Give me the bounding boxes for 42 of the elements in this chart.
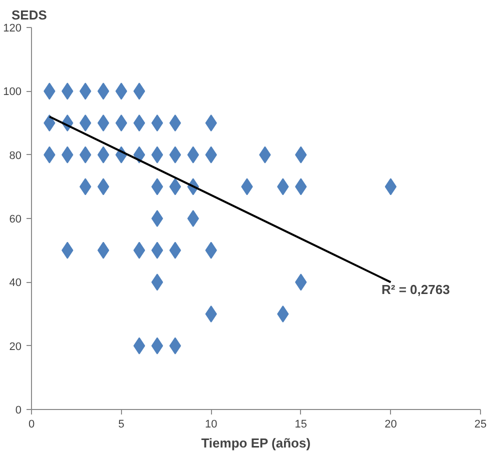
point (169, 146, 182, 164)
point (151, 146, 164, 164)
x-tick-label: 25 (474, 418, 487, 430)
point (98, 114, 110, 132)
x-tick-label: 20 (384, 418, 397, 430)
y-axis-title: SEDS (12, 8, 48, 22)
x-tick-label: 0 (28, 418, 35, 430)
point (115, 82, 128, 100)
point (115, 114, 128, 132)
point (277, 306, 289, 322)
y-tick-label: 20 (9, 340, 22, 353)
point (133, 114, 146, 132)
point (151, 242, 164, 259)
point (151, 178, 164, 196)
y-tick-label: 80 (9, 150, 22, 162)
x-tick-label: 15 (294, 418, 308, 430)
annotation: R² = 0,2763 (382, 282, 450, 297)
y-tick-label: 60 (9, 214, 22, 226)
x-axis-title: Tiempo EP (años) (201, 436, 311, 450)
point (44, 114, 56, 132)
point (205, 114, 217, 132)
point (151, 274, 164, 291)
point (133, 82, 146, 100)
point (151, 210, 164, 227)
point (205, 306, 217, 322)
point (169, 242, 182, 259)
point (187, 210, 199, 227)
y-tick-label: 120 (3, 22, 22, 34)
point (384, 178, 397, 196)
point (133, 242, 146, 259)
point (151, 114, 164, 132)
x-tick-label: 10 (204, 418, 218, 430)
point (151, 337, 164, 354)
x-tick-label: 5 (118, 418, 124, 430)
point (169, 114, 182, 132)
y-tick-label: 0 (15, 404, 22, 416)
point (80, 114, 92, 132)
point (169, 337, 182, 354)
point (169, 178, 182, 196)
point (133, 337, 146, 354)
y-tick-label: 40 (9, 277, 22, 290)
y-tick-label: 100 (3, 86, 22, 98)
